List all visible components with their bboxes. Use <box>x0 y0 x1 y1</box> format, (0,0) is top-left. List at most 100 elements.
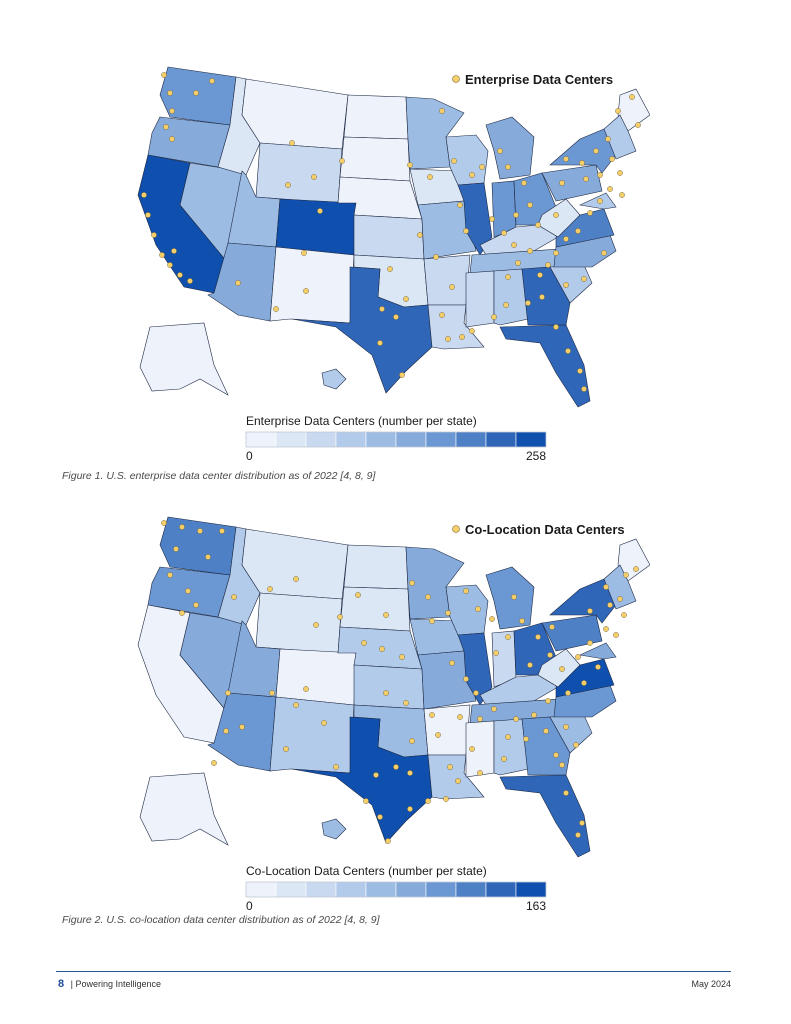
data-center-dot <box>339 158 345 164</box>
data-center-dot <box>273 306 279 312</box>
state-ar <box>423 254 471 306</box>
data-center-dot <box>193 602 199 608</box>
scale-swatch <box>425 431 457 448</box>
data-center-dot <box>317 208 323 214</box>
data-center-dot <box>583 176 589 182</box>
data-center-dot <box>455 778 461 784</box>
data-center-dot <box>479 164 485 170</box>
data-center-dot <box>565 348 571 354</box>
data-center-dot <box>185 588 191 594</box>
data-center-dot <box>603 584 609 590</box>
data-center-dot <box>501 230 507 236</box>
state-wy <box>255 142 343 204</box>
data-center-dot <box>363 798 369 804</box>
data-center-dot <box>617 596 623 602</box>
data-center-dot <box>161 520 167 526</box>
data-center-dot <box>535 634 541 640</box>
state-mi <box>485 566 535 630</box>
data-center-dot <box>545 698 551 704</box>
data-center-dot <box>303 686 309 692</box>
data-center-dot <box>267 586 273 592</box>
data-center-dot <box>489 216 495 222</box>
scale-swatch <box>275 881 307 898</box>
data-center-dot <box>511 242 517 248</box>
data-center-dot <box>355 592 361 598</box>
data-center-dot <box>447 764 453 770</box>
data-center-dot <box>527 662 533 668</box>
data-center-dot <box>531 712 537 718</box>
state-mo <box>417 650 477 710</box>
data-center-dot <box>393 764 399 770</box>
data-center-dot <box>409 738 415 744</box>
data-center-dot <box>417 232 423 238</box>
scale-swatch <box>515 431 547 448</box>
data-center-dot <box>313 622 319 628</box>
data-center-dot <box>519 618 525 624</box>
data-center-dot <box>463 588 469 594</box>
state-wa <box>159 516 237 576</box>
data-center-dot <box>193 90 199 96</box>
data-center-dot <box>399 654 405 660</box>
scale-swatch <box>245 881 277 898</box>
data-center-dot <box>621 612 627 618</box>
data-center-dot <box>609 156 615 162</box>
state-nm <box>269 246 355 324</box>
data-center-dot <box>187 278 193 284</box>
data-center-dot <box>537 272 543 278</box>
enterprise-map-figure: Enterprise Data Centers Enterprise Data C… <box>110 55 650 470</box>
state-wa <box>159 66 237 126</box>
state-pa <box>541 164 603 202</box>
data-center-dot <box>505 734 511 740</box>
footer-doc-title: Powering Intelligence <box>75 979 162 989</box>
data-center-dot <box>603 626 609 632</box>
color-scale: Enterprise Data Centers (number per stat… <box>245 414 547 463</box>
state-ne-states <box>603 114 637 160</box>
data-center-dot <box>151 232 157 238</box>
data-center-dot <box>593 148 599 154</box>
color-scale: Co-Location Data Centers (number per sta… <box>245 864 546 913</box>
data-center-dot <box>425 798 431 804</box>
state-wy <box>255 592 343 654</box>
data-center-dot <box>559 666 565 672</box>
states-layer <box>137 516 650 858</box>
data-center-dot <box>563 282 569 288</box>
data-center-dot <box>505 274 511 280</box>
data-center-dot <box>505 634 511 640</box>
data-center-dot <box>587 210 593 216</box>
data-center-dot <box>427 174 433 180</box>
data-center-dot <box>473 690 479 696</box>
scale-swatch <box>425 881 457 898</box>
data-center-dot <box>361 640 367 646</box>
data-center-dot <box>581 276 587 282</box>
footer-left: 8 | Powering Intelligence <box>58 978 161 990</box>
data-center-dot <box>489 616 495 622</box>
data-center-dot <box>613 632 619 638</box>
data-center-dot <box>443 796 449 802</box>
scale-title: Co-Location Data Centers (number per sta… <box>246 864 487 878</box>
map-legend: Enterprise Data Centers <box>452 72 613 87</box>
state-ny <box>549 128 617 174</box>
state-sd <box>339 586 411 632</box>
data-center-dot <box>449 660 455 666</box>
data-center-dot <box>235 280 241 286</box>
data-center-dot <box>197 528 203 534</box>
data-center-dot <box>553 250 559 256</box>
data-center-dot <box>167 90 173 96</box>
scale-swatch <box>335 431 367 448</box>
data-center-dot <box>469 746 475 752</box>
data-center-dot <box>581 680 587 686</box>
data-center-dot <box>223 728 229 734</box>
data-center-dot <box>505 164 511 170</box>
footer-divider <box>56 971 731 972</box>
data-center-dot <box>501 756 507 762</box>
data-center-dot <box>617 170 623 176</box>
scale-min-label: 0 <box>246 899 253 913</box>
data-center-dot <box>563 790 569 796</box>
data-center-dot <box>409 580 415 586</box>
scale-swatch <box>365 881 397 898</box>
data-center-dot <box>565 690 571 696</box>
data-center-dot <box>283 746 289 752</box>
data-center-dot <box>179 524 185 530</box>
data-center-dot <box>579 160 585 166</box>
data-center-dot <box>607 602 613 608</box>
